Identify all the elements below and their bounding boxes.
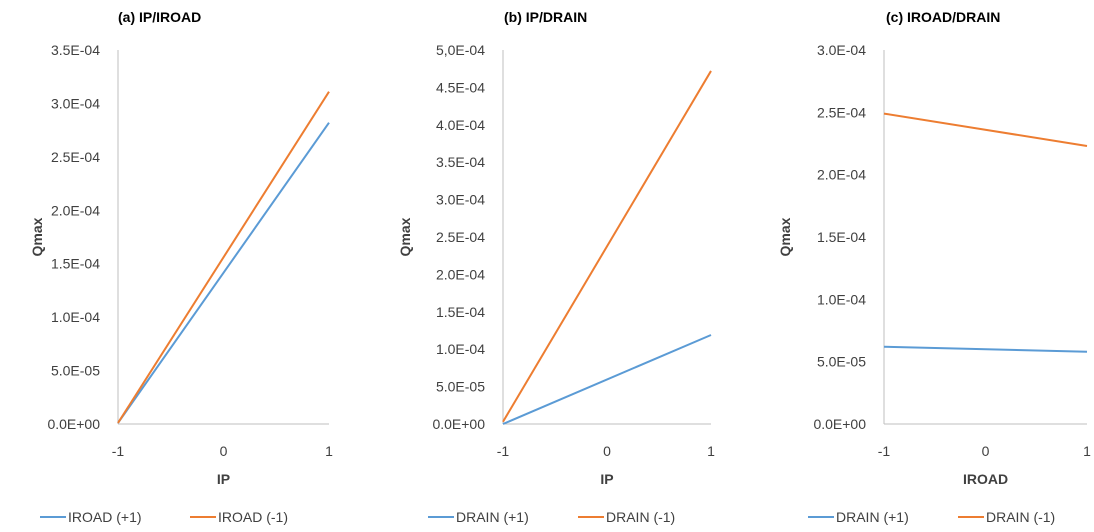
y-tick-label: 3.0E-04 bbox=[436, 192, 485, 208]
y-tick-label: 2.5E-04 bbox=[51, 149, 100, 165]
series-line-2 bbox=[117, 91, 330, 424]
chart-panel-2: (b) IP/DRAIN 0.0E+00 5.0E-05 1.0E-04 1.5E-04… bbox=[397, 9, 715, 525]
x-tick-label: -1 bbox=[878, 443, 891, 459]
y-tick-label: 3.5E-04 bbox=[51, 42, 100, 58]
x-tick-label: -1 bbox=[497, 443, 510, 459]
y-tick-label: 5.0E-05 bbox=[436, 379, 485, 395]
y-tick-label: 4.0E-04 bbox=[436, 117, 485, 133]
y-tick-label: 0.0E+00 bbox=[47, 416, 100, 432]
x-tick-label: 0 bbox=[603, 443, 611, 459]
chart-panel-1: (a) IP/IROAD 0.0E+00 5.0E-05 1.0E-04 1.5E-04… bbox=[29, 9, 333, 525]
legend-label: DRAIN (+1) bbox=[456, 509, 529, 525]
series-line-1 bbox=[883, 345, 1088, 353]
y-tick-label: 1.5E-04 bbox=[817, 229, 866, 245]
y-tick-label: 3.5E-04 bbox=[436, 154, 485, 170]
legend-label: IROAD (+1) bbox=[68, 509, 142, 525]
y-tick-label: 1.0E-04 bbox=[436, 341, 485, 357]
y-tick-label: 5.0E-05 bbox=[51, 363, 100, 379]
y-tick-label: 3.0E-04 bbox=[51, 95, 100, 111]
y-tick-label: 5,0E-04 bbox=[436, 42, 485, 58]
y-tick-label: 4.5E-04 bbox=[436, 79, 485, 95]
y-tick-label: 0.0E+00 bbox=[813, 416, 866, 432]
y-axis-title: Qmax bbox=[29, 217, 45, 256]
y-tick-label: 2.0E-04 bbox=[51, 202, 100, 218]
y-tick-label: 3.0E-04 bbox=[817, 42, 866, 58]
x-axis-title: IP bbox=[600, 471, 613, 487]
x-tick-label: 1 bbox=[707, 443, 715, 459]
legend-label: DRAIN (+1) bbox=[836, 509, 909, 525]
y-tick-label: 1.0E-04 bbox=[817, 291, 866, 307]
y-tick-label: 2.5E-04 bbox=[436, 229, 485, 245]
chart-title: (a) IP/IROAD bbox=[118, 9, 201, 25]
chart-panel-3: (c) IROAD/DRAIN 0.0E+00 5.0E-05 1.0E-04 1.5E… bbox=[777, 9, 1091, 525]
legend-label: DRAIN (-1) bbox=[606, 509, 675, 525]
y-tick-label: 0.0E+00 bbox=[432, 416, 485, 432]
y-axis-title: Qmax bbox=[777, 217, 793, 256]
y-tick-label: 1.5E-04 bbox=[51, 256, 100, 272]
x-axis-title: IROAD bbox=[963, 471, 1008, 487]
y-tick-label: 1.0E-04 bbox=[51, 309, 100, 325]
legend-label: IROAD (-1) bbox=[218, 509, 288, 525]
y-tick-label: 2.0E-04 bbox=[436, 266, 485, 282]
y-tick-label: 1.5E-04 bbox=[436, 304, 485, 320]
x-tick-label: -1 bbox=[112, 443, 125, 459]
y-tick-label: 2.5E-04 bbox=[817, 104, 866, 120]
y-tick-label: 2.0E-04 bbox=[817, 167, 866, 183]
x-axis-title: IP bbox=[217, 471, 230, 487]
x-tick-label: 0 bbox=[220, 443, 228, 459]
series-line-1 bbox=[502, 334, 712, 425]
legend-label: DRAIN (-1) bbox=[986, 509, 1055, 525]
x-tick-label: 1 bbox=[1083, 443, 1091, 459]
x-tick-label: 0 bbox=[982, 443, 990, 459]
series-line-2 bbox=[502, 70, 712, 423]
x-tick-label: 1 bbox=[325, 443, 333, 459]
series-line-1 bbox=[117, 122, 330, 424]
y-tick-label: 5.0E-05 bbox=[817, 354, 866, 370]
series-line-2 bbox=[883, 112, 1088, 147]
chart-title: (c) IROAD/DRAIN bbox=[886, 9, 1000, 25]
y-axis-title: Qmax bbox=[397, 217, 413, 256]
chart-title: (b) IP/DRAIN bbox=[504, 9, 587, 25]
